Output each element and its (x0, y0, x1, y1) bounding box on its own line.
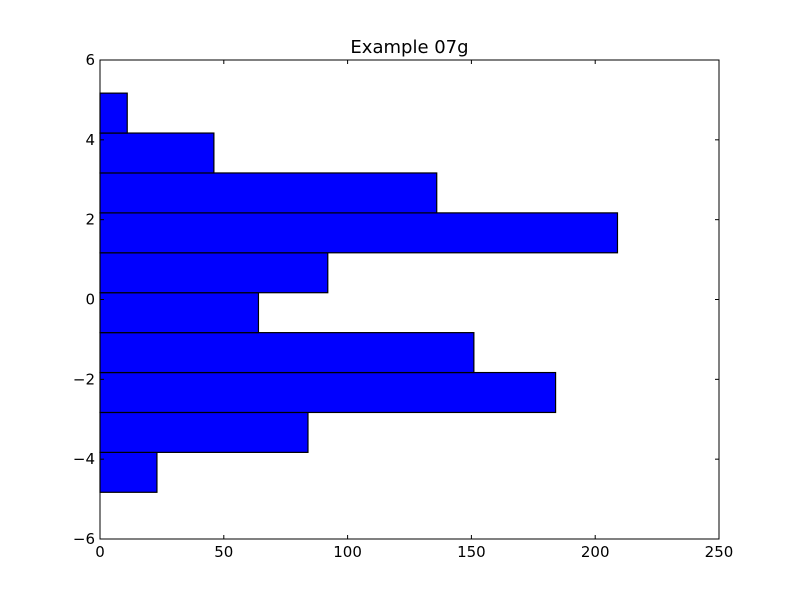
x-tick-label: 150 (457, 543, 486, 561)
bar-6 (99, 212, 619, 254)
x-tick-label: 0 (95, 543, 105, 561)
y-tick-label: 4 (85, 131, 95, 149)
bar-3 (99, 332, 475, 374)
x-tick-label: 100 (333, 543, 362, 561)
bar-2 (99, 371, 557, 414)
chart-title: Example 07g (350, 37, 468, 58)
bar-4 (99, 292, 260, 334)
y-tick-label: 2 (85, 211, 95, 229)
y-tick-label: −2 (73, 370, 95, 388)
ticks-group (99, 59, 720, 540)
bar-1 (99, 411, 309, 453)
bar-7 (99, 172, 438, 214)
bar-5 (99, 252, 329, 294)
x-tick-label: 250 (705, 543, 734, 561)
x-tick-label: 200 (581, 543, 610, 561)
bar-0 (99, 451, 158, 493)
y-tick-label: 6 (85, 51, 95, 69)
bars-group (99, 92, 619, 493)
y-tick-label: 0 (85, 291, 95, 309)
tick-labels-group: 0 50 100 150 200 250 −6 −4 −2 0 2 4 6 (73, 51, 733, 561)
bar-8 (99, 132, 215, 174)
y-tick-label: −6 (73, 530, 95, 548)
y-tick-label: −4 (73, 450, 95, 468)
x-tick-label: 50 (214, 543, 233, 561)
bar-9 (99, 92, 128, 134)
